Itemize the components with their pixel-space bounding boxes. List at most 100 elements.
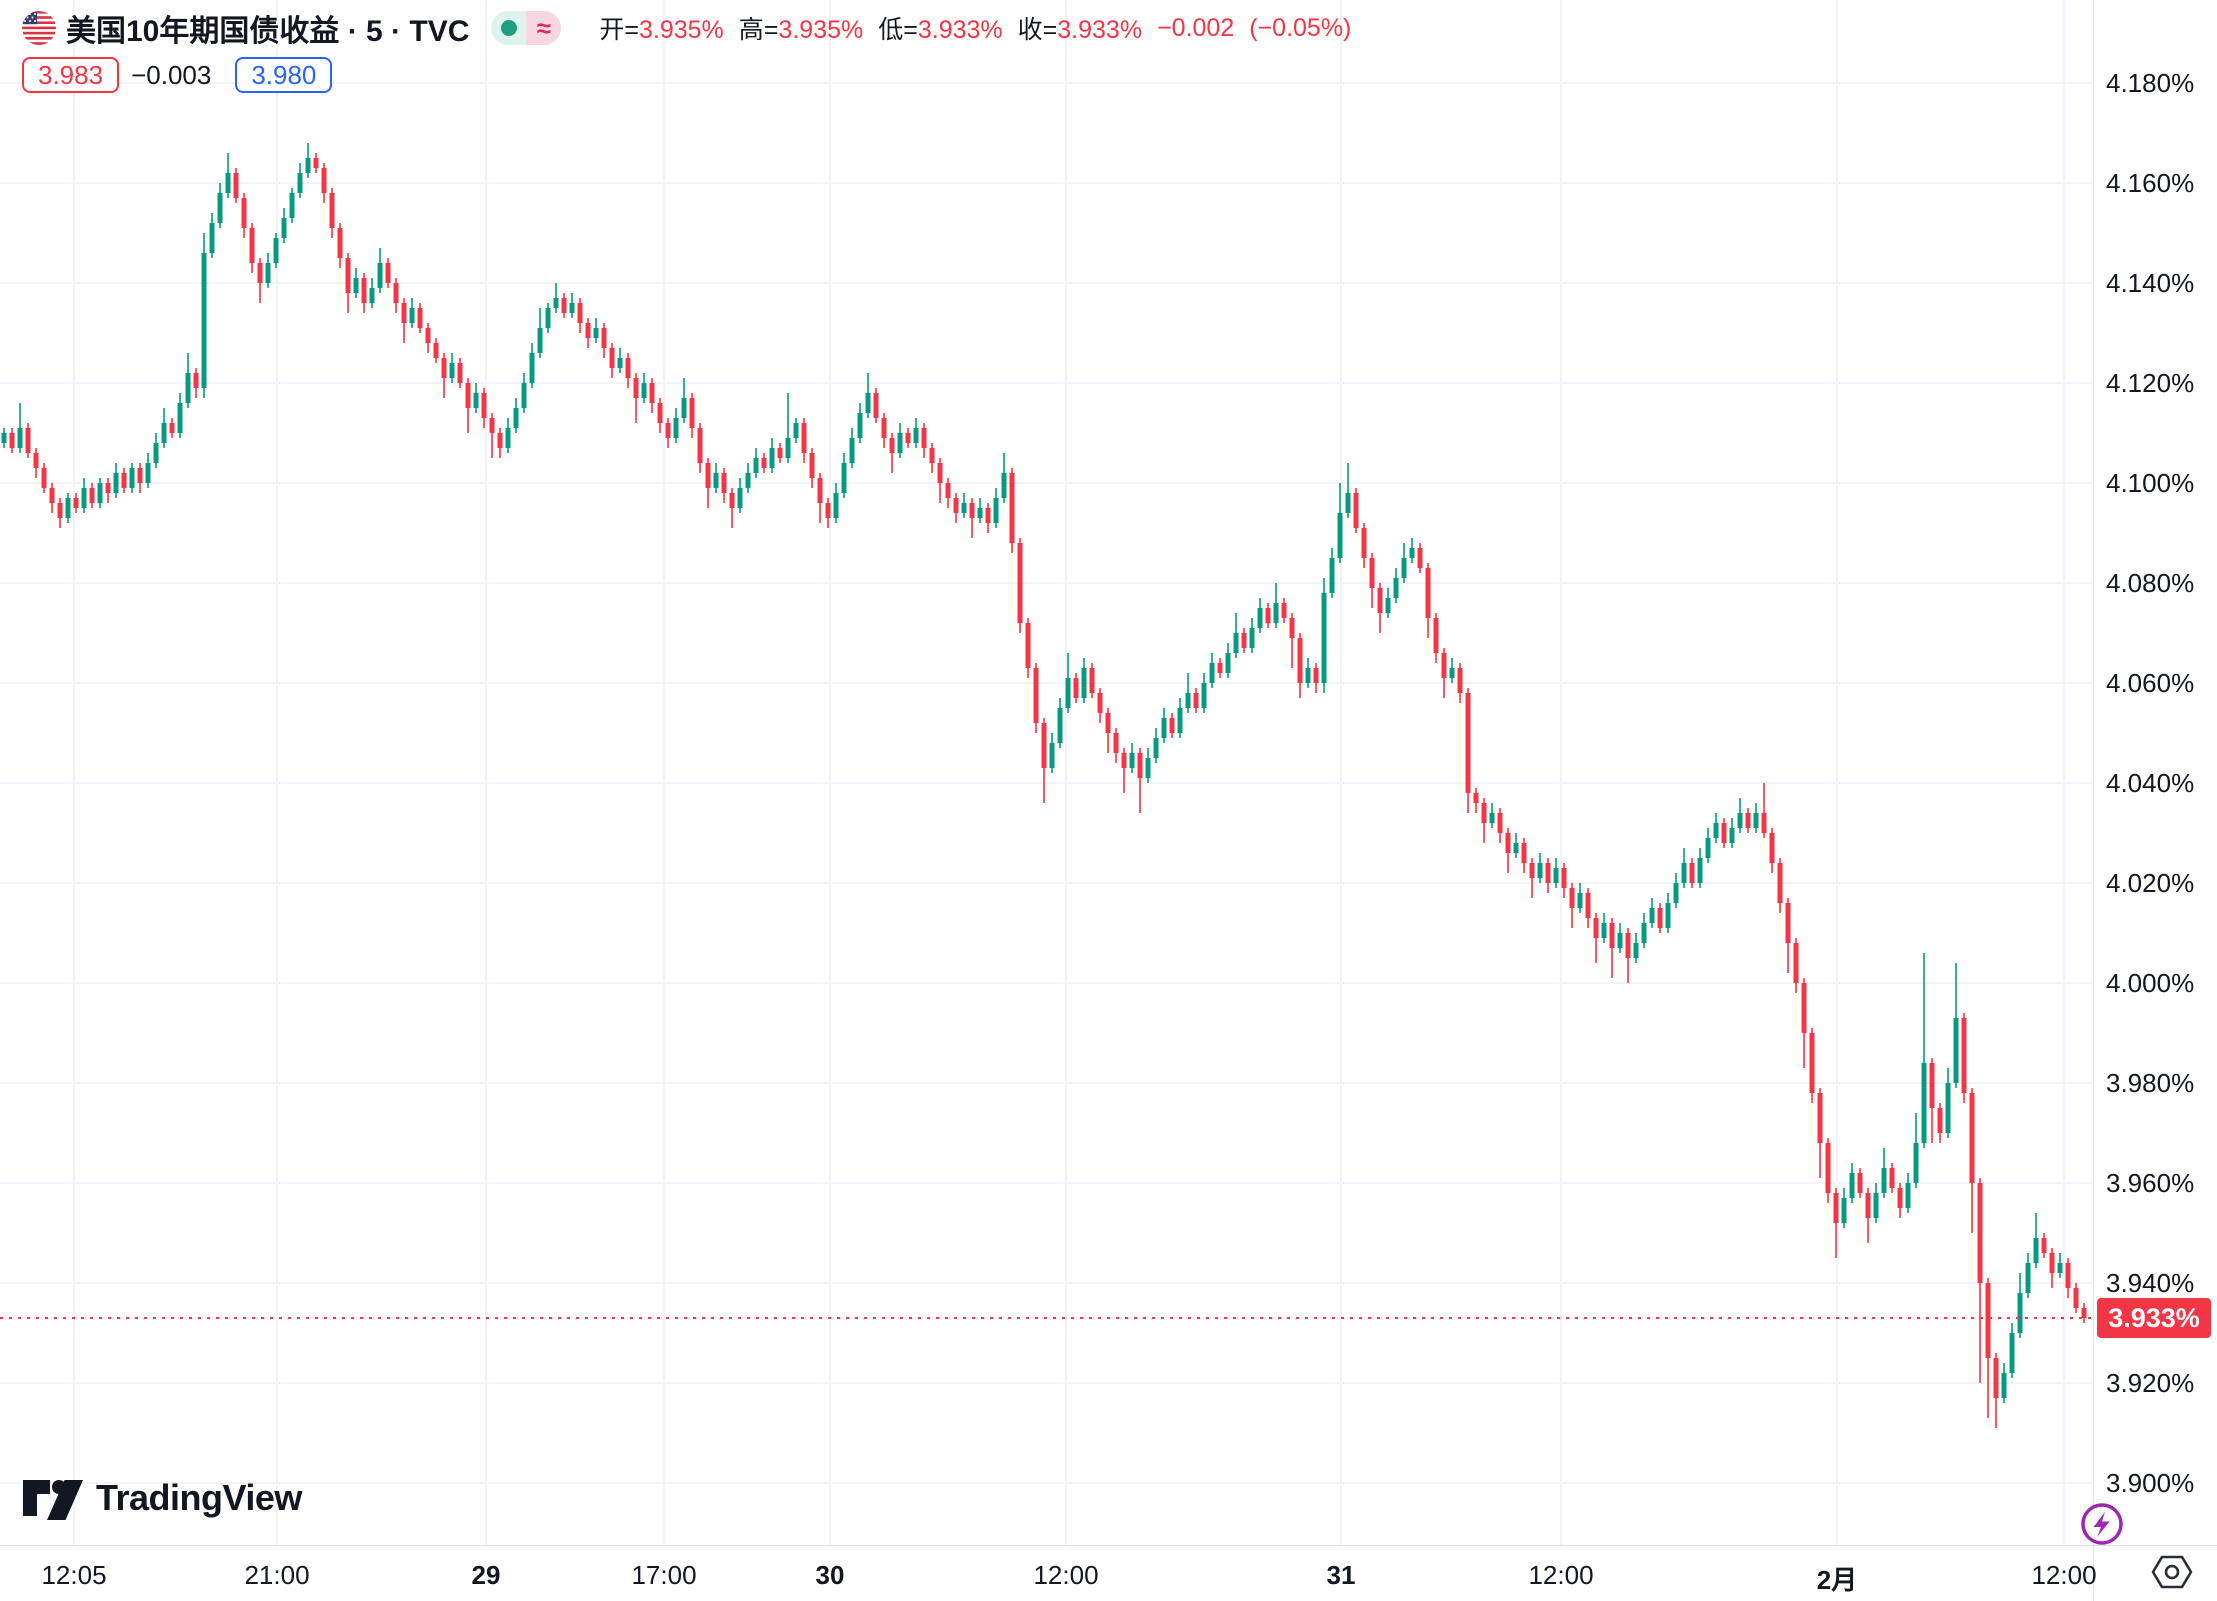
candle bbox=[249, 228, 255, 263]
price-axis-label: 3.940% bbox=[2106, 1268, 2195, 1298]
candle bbox=[241, 198, 247, 228]
candle bbox=[1777, 863, 1783, 903]
candle bbox=[9, 433, 15, 448]
candle bbox=[1569, 888, 1575, 908]
candle bbox=[505, 428, 511, 448]
candle bbox=[225, 173, 231, 193]
candle bbox=[761, 458, 767, 468]
candle bbox=[169, 423, 175, 433]
candle bbox=[1401, 558, 1407, 578]
candle bbox=[945, 483, 951, 498]
candle bbox=[689, 398, 695, 428]
candle bbox=[65, 498, 71, 518]
candle bbox=[673, 418, 679, 438]
candle bbox=[161, 423, 167, 443]
candle bbox=[1577, 893, 1583, 908]
candle bbox=[1497, 813, 1503, 833]
candle bbox=[1297, 638, 1303, 683]
candle bbox=[1809, 1033, 1815, 1093]
candle bbox=[841, 463, 847, 493]
quick-trade-button[interactable] bbox=[2080, 1502, 2124, 1546]
candle bbox=[1249, 628, 1255, 648]
axis-settings-button[interactable] bbox=[2150, 1552, 2194, 1592]
low-label: 低 bbox=[878, 16, 904, 44]
candle bbox=[1689, 863, 1695, 883]
tradingview-logo[interactable]: TradingView bbox=[22, 1476, 302, 1520]
candle bbox=[2073, 1288, 2079, 1308]
candle bbox=[1385, 598, 1391, 613]
candle bbox=[1321, 593, 1327, 683]
candle bbox=[1801, 983, 1807, 1033]
chart-pane[interactable] bbox=[0, 0, 2093, 1545]
time-axis-label: 30 bbox=[815, 1560, 845, 1590]
candle bbox=[457, 363, 463, 383]
candlestick-chart-canvas[interactable] bbox=[0, 0, 2093, 1545]
candle bbox=[1209, 663, 1215, 683]
candle bbox=[529, 353, 535, 383]
candle bbox=[1001, 473, 1007, 498]
candle bbox=[73, 498, 79, 508]
candle bbox=[785, 438, 791, 458]
candle bbox=[441, 358, 447, 378]
candle bbox=[681, 398, 687, 418]
candle bbox=[1881, 1168, 1887, 1193]
time-axis-label: 12:00 bbox=[1033, 1560, 1099, 1590]
market-status-dot-icon bbox=[500, 20, 517, 36]
candle bbox=[393, 283, 399, 303]
candle bbox=[793, 423, 799, 438]
price-axis-label: 4.040% bbox=[2106, 768, 2195, 798]
candle bbox=[969, 503, 975, 518]
time-axis-label: 12:00 bbox=[1528, 1560, 1594, 1590]
candle bbox=[697, 428, 703, 463]
candle bbox=[985, 508, 991, 523]
candle bbox=[1441, 653, 1447, 678]
candle bbox=[849, 438, 855, 463]
candle bbox=[1921, 1063, 1927, 1143]
candle bbox=[1185, 693, 1191, 708]
candle bbox=[81, 488, 87, 508]
candle bbox=[2025, 1263, 2031, 1293]
candle bbox=[1065, 678, 1071, 708]
candle bbox=[865, 393, 871, 413]
candle bbox=[129, 468, 135, 488]
candle bbox=[1145, 758, 1151, 778]
candle bbox=[1289, 618, 1295, 638]
time-axis-label: 17:00 bbox=[631, 1560, 697, 1590]
candle bbox=[993, 498, 999, 523]
price-axis-label: 3.960% bbox=[2106, 1168, 2195, 1198]
candle bbox=[329, 193, 335, 228]
symbol-title[interactable]: 美国10年期国债收益 · 5 · TVC bbox=[66, 15, 470, 48]
price-axis[interactable]: 3.933% 4.180% 4.160% 4.140% 4.120% 4.100% 4.0… bbox=[2093, 0, 2217, 1545]
price-axis-label: 3.900% bbox=[2106, 1468, 2195, 1498]
candle bbox=[145, 463, 151, 483]
candle bbox=[625, 358, 631, 378]
price-axis-label: 4.120% bbox=[2106, 368, 2195, 398]
time-axis[interactable]: 12:05 21:00 29 17:00 30 12:00 31 12:00 2月 12:00 bbox=[0, 1545, 2217, 1601]
candle bbox=[137, 468, 143, 483]
candle bbox=[897, 433, 903, 453]
buy-price-button[interactable]: 3.980 bbox=[235, 57, 333, 93]
candle bbox=[1089, 668, 1095, 693]
candle bbox=[2017, 1293, 2023, 1333]
sell-price-button[interactable]: 3.983 bbox=[22, 57, 120, 93]
candle bbox=[1561, 868, 1567, 888]
candle bbox=[1425, 568, 1431, 618]
candle bbox=[377, 263, 383, 288]
candle bbox=[1673, 883, 1679, 903]
candle bbox=[1377, 588, 1383, 613]
open-label: 开 bbox=[599, 16, 625, 44]
candle bbox=[217, 193, 223, 223]
candle bbox=[705, 463, 711, 488]
candle bbox=[481, 393, 487, 418]
time-axis-label: 2月 bbox=[1816, 1565, 1858, 1595]
candle bbox=[417, 308, 423, 328]
candle bbox=[1913, 1143, 1919, 1183]
candle bbox=[1465, 693, 1471, 793]
candle bbox=[305, 158, 311, 173]
candle bbox=[1041, 723, 1047, 768]
candle bbox=[1409, 548, 1415, 558]
market-status-pill[interactable]: ≈ bbox=[491, 11, 562, 45]
current-price-badge: 3.933% bbox=[2097, 1298, 2211, 1338]
price-axis-label: 3.980% bbox=[2106, 1068, 2195, 1098]
close-value: 3.933% bbox=[1057, 16, 1143, 44]
